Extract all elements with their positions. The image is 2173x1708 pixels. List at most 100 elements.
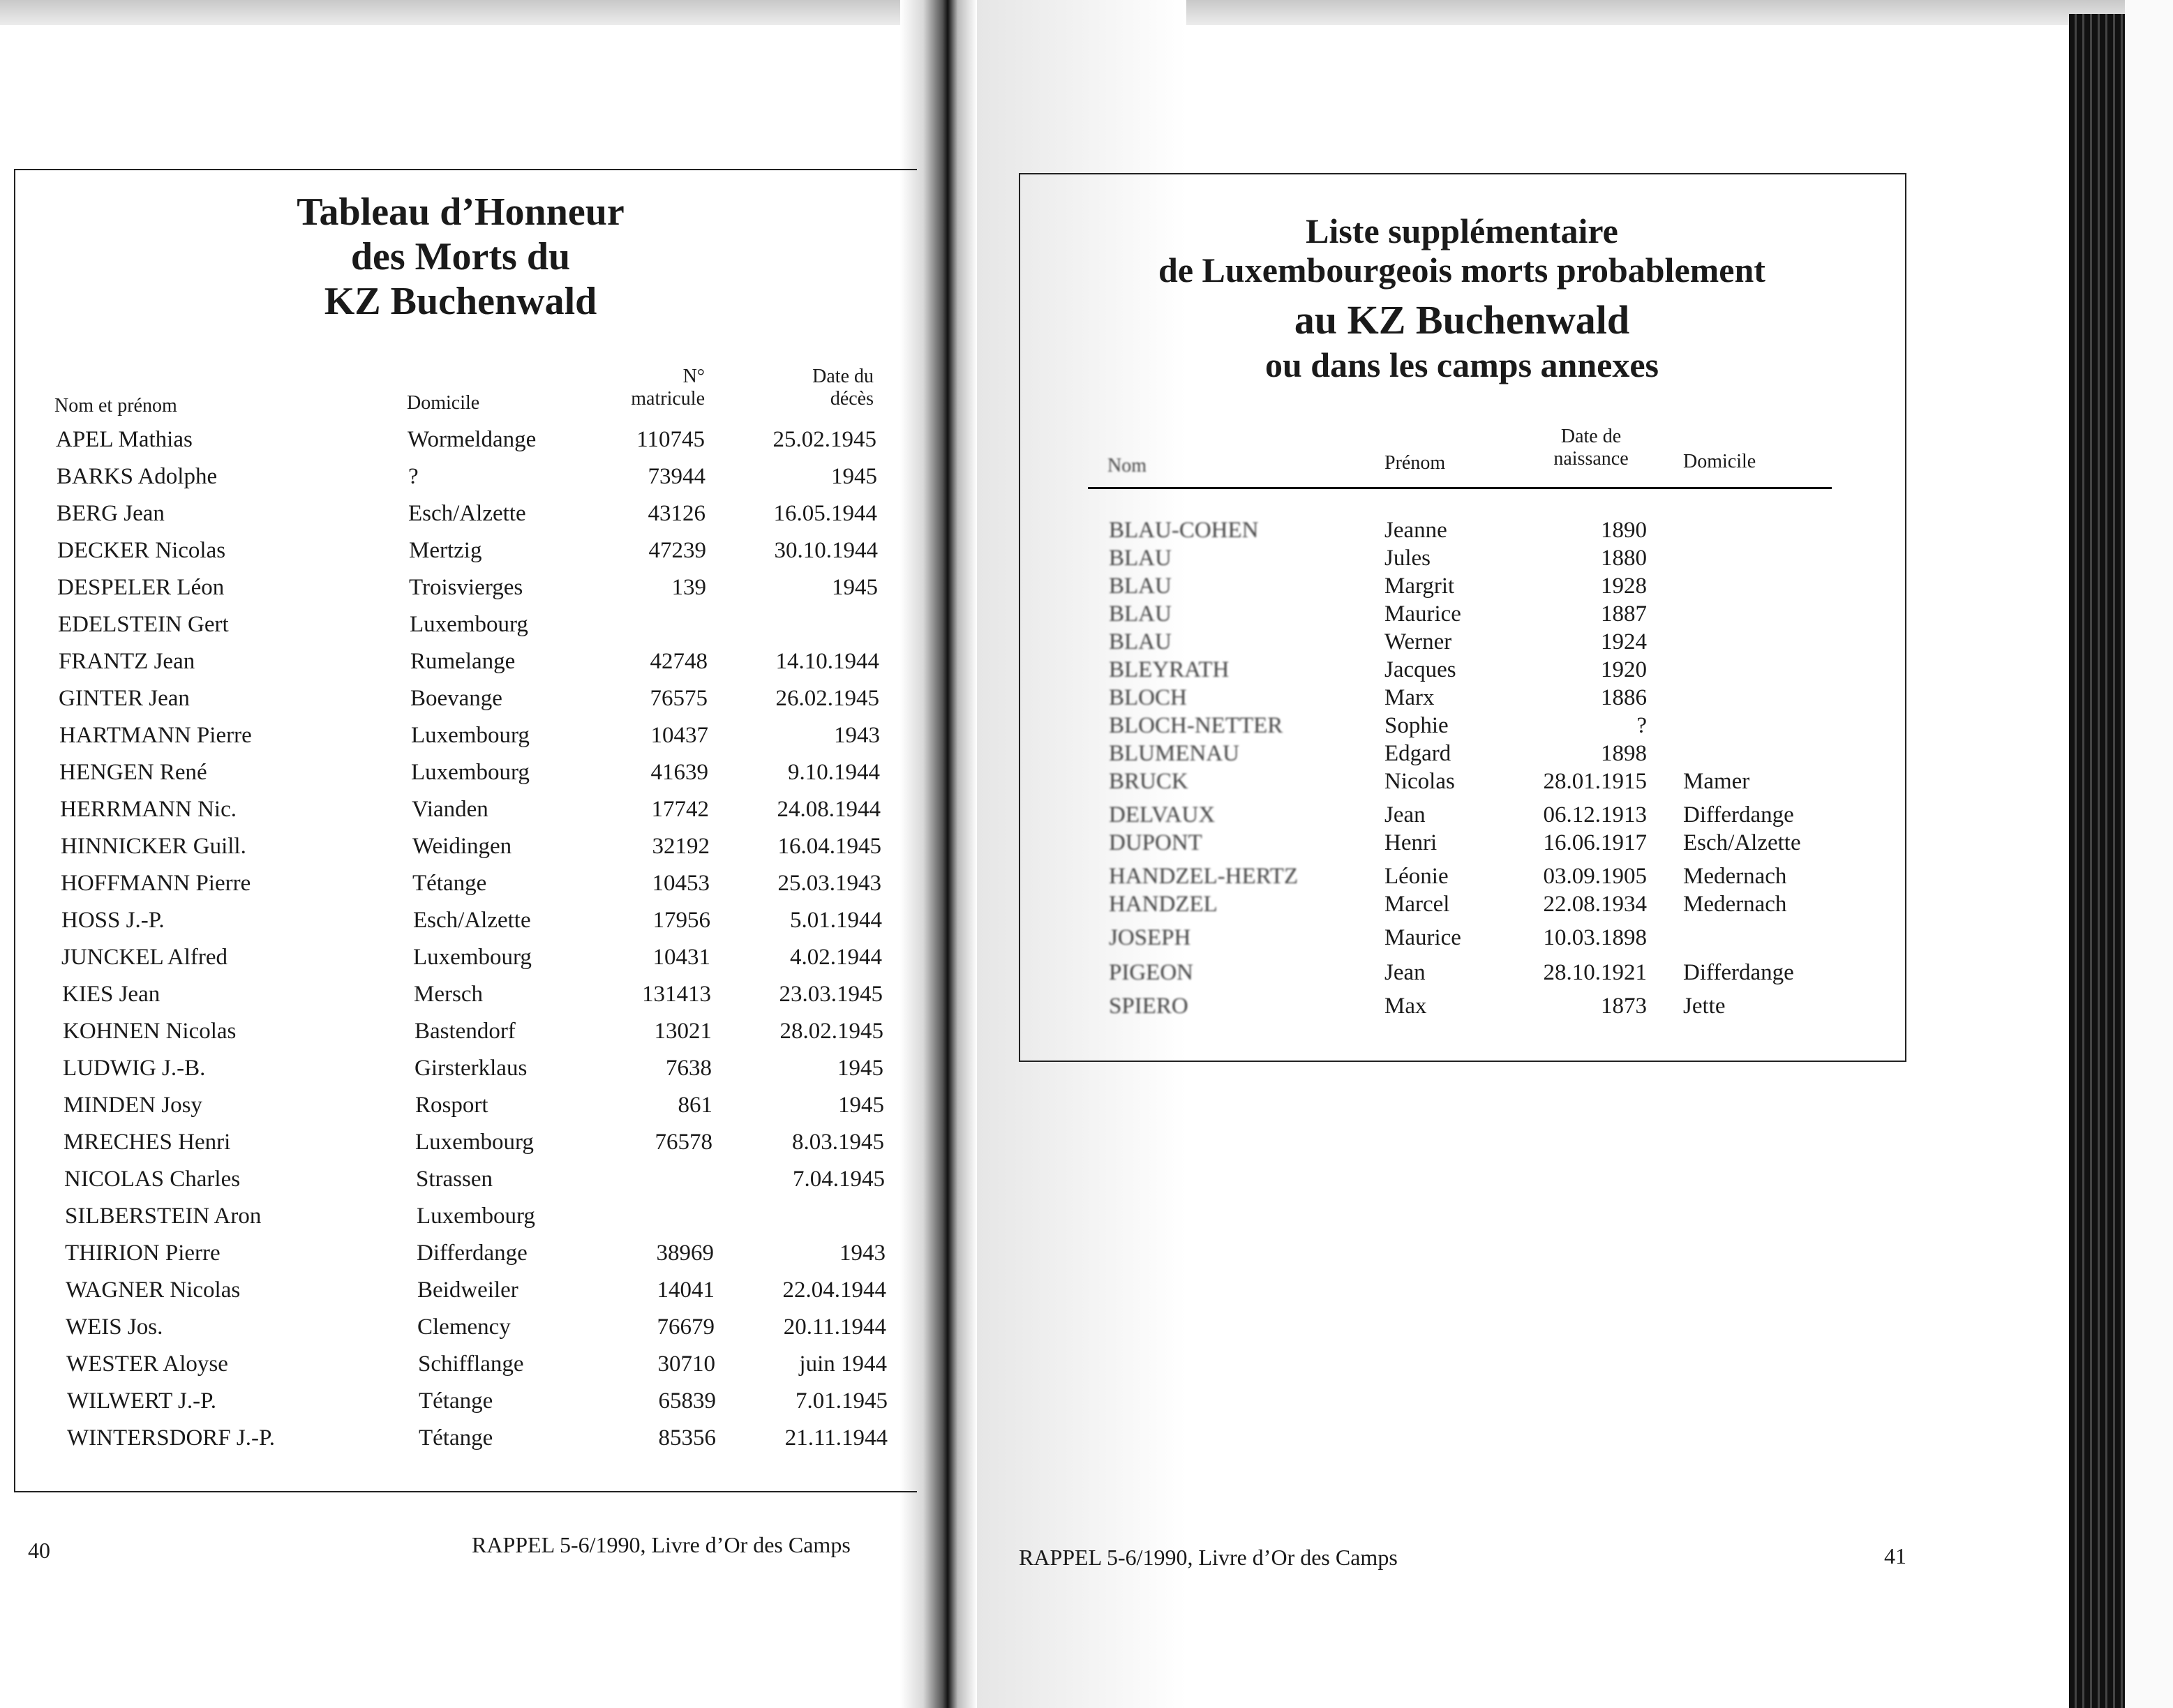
row-domicile: Bastendorf [415, 1019, 516, 1044]
row-name: HINNICKER Guill. [61, 834, 246, 859]
header-matricule: N° matricule [600, 366, 705, 410]
row-date-naissance: 1928 [1601, 574, 1647, 599]
header-line: décès [830, 388, 874, 410]
row-name: JUNCKEL Alfred [61, 945, 227, 970]
row-domicile: Tétange [419, 1425, 493, 1451]
row-date-naissance: ? [1636, 713, 1647, 738]
row-date-deces: 23.03.1945 [779, 982, 883, 1007]
row-matricule: 17956 [652, 908, 711, 933]
row-domicile: Jette [1683, 994, 1726, 1019]
header-domicile: Domicile [407, 392, 480, 414]
row-name: WINTERSDORF J.-P. [67, 1425, 275, 1451]
row-nom: DUPONT [1109, 830, 1202, 855]
row-matricule: 131413 [642, 982, 711, 1007]
row-domicile: Luxembourg [411, 723, 530, 748]
row-name: BERG Jean [57, 501, 165, 526]
supplementary-list-frame [1019, 173, 1906, 1062]
row-matricule: 65839 [658, 1388, 717, 1414]
row-name: GINTER Jean [59, 686, 190, 711]
left-page-title: Tableau d’Honneur des Morts du KZ Buchen… [230, 190, 691, 324]
page-number-left: 40 [28, 1538, 50, 1563]
row-nom: HANDZEL-HERTZ [1109, 864, 1299, 889]
row-name: FRANTZ Jean [59, 649, 195, 674]
row-date-deces: 30.10.1944 [774, 538, 879, 563]
row-nom: BLEYRATH [1109, 657, 1230, 682]
title-line: Liste supplémentaire [1306, 211, 1618, 250]
row-date-deces: 1943 [834, 723, 880, 748]
row-domicile: Luxembourg [410, 612, 528, 637]
row-date-deces: 9.10.1944 [788, 760, 880, 785]
row-date-naissance: 10.03.1898 [1543, 925, 1648, 950]
row-date-naissance: 06.12.1913 [1543, 802, 1648, 827]
row-matricule: 32192 [652, 834, 710, 859]
book-gutter [900, 0, 977, 1708]
title-line: Tableau d’Honneur [297, 190, 625, 234]
row-name: BARKS Adolphe [57, 464, 218, 489]
row-name: HARTMANN Pierre [59, 723, 252, 748]
row-date-deces: 14.10.1944 [775, 649, 880, 674]
row-domicile: Differdange [1683, 802, 1794, 827]
row-matricule: 85356 [658, 1425, 717, 1451]
header-nom: Nom [1107, 455, 1147, 477]
row-nom: DELVAUX [1109, 802, 1216, 827]
row-name: HERRMANN Nic. [60, 797, 237, 822]
row-date-naissance: 1920 [1601, 657, 1647, 682]
row-domicile: Boevange [410, 686, 502, 711]
row-prenom: Jeanne [1384, 518, 1447, 543]
right-page-title: Liste supplémentaire de Luxembourgeois m… [1033, 209, 1891, 387]
title-line: ou dans les camps annexes [1265, 345, 1659, 384]
row-matricule: 43126 [648, 501, 706, 526]
row-name: KIES Jean [62, 982, 160, 1007]
row-nom: BLAU [1109, 601, 1172, 627]
row-domicile: Luxembourg [417, 1204, 535, 1229]
row-nom: BRUCK [1109, 769, 1188, 794]
row-domicile: Esch/Alzette [413, 908, 531, 933]
row-nom: HANDZEL [1109, 892, 1218, 917]
row-nom: PIGEON [1109, 960, 1193, 985]
header-date-deces: Date du décès [768, 366, 874, 410]
row-date-deces: 22.04.1944 [782, 1278, 887, 1303]
row-nom: BLOCH [1109, 685, 1187, 710]
row-date-deces: 1945 [837, 1056, 883, 1081]
row-matricule: 10453 [652, 871, 710, 896]
row-prenom: Henri [1384, 830, 1438, 855]
row-date-deces: 1945 [838, 1093, 884, 1118]
row-matricule: 139 [671, 575, 707, 600]
row-name: WILWERT J.-P. [67, 1388, 217, 1414]
row-prenom: Margrit [1384, 574, 1455, 599]
row-domicile: Luxembourg [415, 1130, 534, 1155]
title-line: au KZ Buchenwald [1294, 297, 1630, 343]
row-domicile: Beidweiler [417, 1278, 518, 1303]
row-matricule: 861 [678, 1093, 713, 1118]
row-domicile: Mamer [1683, 769, 1750, 794]
row-name: NICOLAS Charles [64, 1167, 241, 1192]
header-line: Date du [812, 366, 874, 387]
row-domicile: Vianden [412, 797, 488, 822]
row-domicile: Luxembourg [411, 760, 530, 785]
row-prenom: Nicolas [1384, 769, 1455, 794]
footer-right: RAPPEL 5-6/1990, Livre d’Or des Camps [1019, 1545, 1398, 1570]
row-matricule: 17742 [651, 797, 710, 822]
row-name: KOHNEN Nicolas [63, 1019, 237, 1044]
row-matricule: 42748 [650, 649, 708, 674]
header-name: Nom et prénom [54, 395, 177, 417]
row-domicile: Esch/Alzette [1683, 830, 1801, 855]
row-date-deces: 1943 [839, 1241, 886, 1266]
row-date-deces: 24.08.1944 [777, 797, 881, 822]
row-date-deces: 4.02.1944 [790, 945, 882, 970]
row-date-naissance: 1890 [1601, 518, 1647, 543]
row-domicile: Medernach [1683, 892, 1787, 917]
row-nom: BLAU [1109, 574, 1172, 599]
row-name: WAGNER Nicolas [66, 1278, 241, 1303]
row-date-naissance: 22.08.1934 [1543, 892, 1648, 917]
row-nom: JOSEPH [1109, 925, 1191, 950]
row-name: HENGEN René [59, 760, 207, 785]
row-date-naissance: 1873 [1601, 994, 1647, 1019]
row-nom: BLOCH-NETTER [1109, 713, 1283, 738]
row-name: DECKER Nicolas [57, 538, 226, 563]
header-rule [1088, 487, 1832, 489]
row-domicile: Rosport [415, 1093, 488, 1118]
row-prenom: Maurice [1384, 601, 1461, 627]
row-domicile: Medernach [1683, 864, 1787, 889]
row-name: DESPELER Léon [57, 575, 225, 600]
